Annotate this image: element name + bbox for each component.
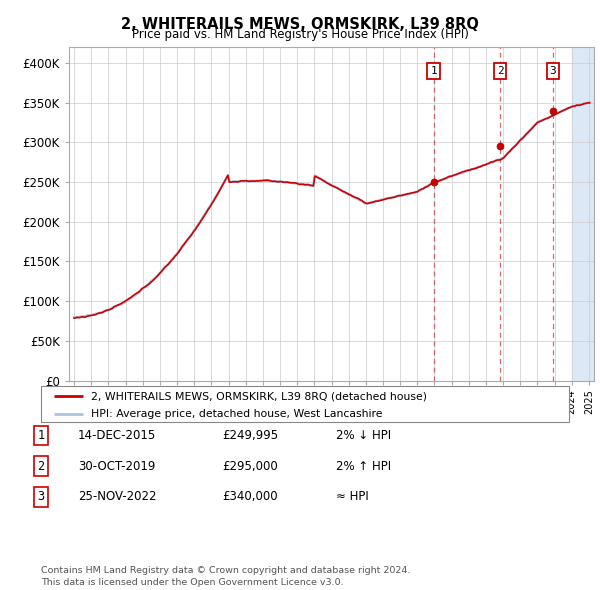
Text: 3: 3	[37, 490, 44, 503]
Text: 2, WHITERAILS MEWS, ORMSKIRK, L39 8RQ: 2, WHITERAILS MEWS, ORMSKIRK, L39 8RQ	[121, 17, 479, 31]
Bar	[572, 47, 600, 381]
Bar	[572, 47, 600, 381]
Text: 2: 2	[37, 460, 44, 473]
Text: 2, WHITERAILS MEWS, ORMSKIRK, L39 8RQ (detached house): 2, WHITERAILS MEWS, ORMSKIRK, L39 8RQ (d…	[91, 391, 427, 401]
Text: £249,995: £249,995	[222, 429, 278, 442]
Text: 30-OCT-2019: 30-OCT-2019	[78, 460, 155, 473]
Text: 25-NOV-2022: 25-NOV-2022	[78, 490, 157, 503]
Text: £340,000: £340,000	[222, 490, 278, 503]
Text: Contains HM Land Registry data © Crown copyright and database right 2024.
This d: Contains HM Land Registry data © Crown c…	[41, 566, 410, 587]
Text: HPI: Average price, detached house, West Lancashire: HPI: Average price, detached house, West…	[91, 409, 382, 419]
Text: Price paid vs. HM Land Registry's House Price Index (HPI): Price paid vs. HM Land Registry's House …	[131, 28, 469, 41]
Text: 2% ↓ HPI: 2% ↓ HPI	[336, 429, 391, 442]
Text: 1: 1	[37, 429, 44, 442]
FancyBboxPatch shape	[41, 386, 569, 422]
Text: 3: 3	[550, 66, 556, 76]
Text: 1: 1	[430, 66, 437, 76]
Text: 2: 2	[497, 66, 503, 76]
Text: 2% ↑ HPI: 2% ↑ HPI	[336, 460, 391, 473]
Text: 14-DEC-2015: 14-DEC-2015	[78, 429, 156, 442]
Text: £295,000: £295,000	[222, 460, 278, 473]
Text: ≈ HPI: ≈ HPI	[336, 490, 369, 503]
